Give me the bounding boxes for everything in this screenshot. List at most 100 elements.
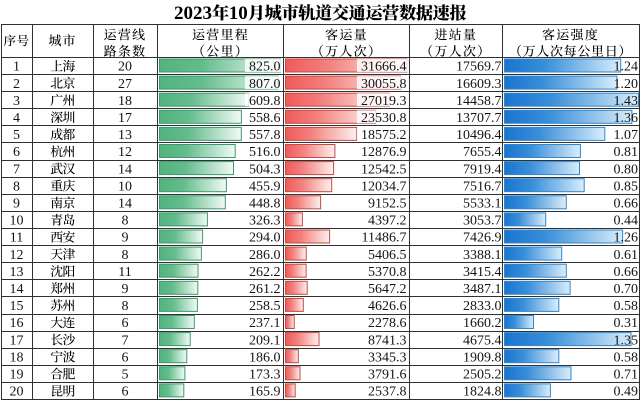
svg-text:5533.1: 5533.1 (463, 197, 502, 212)
svg-text:0.49: 0.49 (614, 385, 639, 400)
svg-text:12876.9: 12876.9 (361, 145, 407, 160)
svg-text:17: 17 (118, 111, 132, 126)
svg-text:27019.3: 27019.3 (361, 94, 407, 109)
svg-text:9: 9 (122, 231, 129, 246)
svg-text:558.6: 558.6 (249, 111, 281, 126)
svg-text:504.3: 504.3 (249, 162, 281, 177)
svg-text:8741.3: 8741.3 (368, 333, 407, 348)
svg-text:2833.0: 2833.0 (463, 299, 502, 314)
svg-text:0.58: 0.58 (614, 350, 639, 365)
svg-text:10496.4: 10496.4 (456, 128, 502, 143)
svg-text:807.0: 807.0 (249, 77, 281, 92)
svg-text:1.36: 1.36 (614, 111, 639, 126)
svg-text:3388.1: 3388.1 (463, 248, 502, 263)
svg-text:0.61: 0.61 (614, 248, 639, 263)
svg-text:19: 19 (10, 368, 24, 383)
svg-text:10: 10 (10, 214, 24, 229)
svg-text:2505.2: 2505.2 (463, 368, 502, 383)
svg-text:17: 17 (10, 333, 24, 348)
svg-text:4626.6: 4626.6 (368, 299, 407, 314)
svg-text:11486.7: 11486.7 (362, 231, 407, 246)
svg-text:5: 5 (13, 128, 20, 143)
svg-text:258.5: 258.5 (249, 299, 281, 314)
svg-text:0.58: 0.58 (614, 299, 639, 314)
svg-text:13707.7: 13707.7 (456, 111, 502, 126)
svg-text:13: 13 (10, 265, 24, 280)
svg-text:3415.4: 3415.4 (463, 265, 502, 280)
svg-text:286.0: 286.0 (249, 248, 281, 263)
svg-text:23530.8: 23530.8 (361, 111, 407, 126)
svg-text:18575.2: 18575.2 (361, 128, 407, 143)
svg-text:0.85: 0.85 (614, 179, 639, 194)
svg-text:1.24: 1.24 (614, 60, 639, 75)
svg-text:3791.6: 3791.6 (368, 368, 407, 383)
svg-text:8: 8 (122, 248, 129, 263)
svg-text:7516.7: 7516.7 (463, 179, 502, 194)
svg-text:0.31: 0.31 (614, 316, 639, 331)
svg-text:1.07: 1.07 (614, 128, 639, 143)
svg-text:1824.8: 1824.8 (463, 385, 502, 400)
svg-text:4397.2: 4397.2 (368, 214, 407, 229)
svg-text:2023: 2023 (174, 3, 212, 24)
svg-text:15: 15 (10, 299, 24, 314)
svg-text:8: 8 (13, 179, 20, 194)
svg-text:2278.6: 2278.6 (368, 316, 407, 331)
svg-text:237.1: 237.1 (249, 316, 281, 331)
svg-text:0.66: 0.66 (614, 197, 639, 212)
svg-text:294.0: 294.0 (249, 231, 281, 246)
svg-text:12034.7: 12034.7 (361, 179, 407, 194)
svg-text:1.26: 1.26 (614, 231, 639, 246)
svg-text:17569.7: 17569.7 (456, 60, 502, 75)
svg-text:7426.9: 7426.9 (463, 231, 502, 246)
svg-text:6: 6 (13, 145, 20, 160)
svg-text:0.70: 0.70 (614, 282, 639, 297)
svg-text:18: 18 (10, 350, 24, 365)
svg-text:173.3: 173.3 (249, 368, 281, 383)
svg-text:6: 6 (122, 350, 129, 365)
svg-text:3345.3: 3345.3 (368, 350, 407, 365)
svg-text:4675.4: 4675.4 (463, 333, 502, 348)
svg-text:31666.4: 31666.4 (361, 60, 407, 75)
svg-text:3: 3 (13, 94, 20, 109)
svg-text:2: 2 (13, 77, 20, 92)
svg-text:5370.8: 5370.8 (368, 265, 407, 280)
svg-text:7655.4: 7655.4 (463, 145, 502, 160)
svg-text:27: 27 (118, 77, 132, 92)
svg-text:557.8: 557.8 (249, 128, 281, 143)
svg-text:1660.2: 1660.2 (463, 316, 502, 331)
svg-text:16: 16 (10, 316, 24, 331)
svg-text:0.71: 0.71 (614, 368, 639, 383)
svg-text:165.9: 165.9 (249, 385, 281, 400)
svg-text:10: 10 (229, 3, 248, 24)
svg-text:18: 18 (118, 94, 132, 109)
svg-text:11: 11 (10, 231, 23, 246)
svg-text:30055.8: 30055.8 (361, 77, 407, 92)
svg-text:516.0: 516.0 (249, 145, 281, 160)
svg-text:9152.5: 9152.5 (368, 197, 407, 212)
svg-text:14458.7: 14458.7 (456, 94, 502, 109)
svg-text:9: 9 (13, 197, 20, 212)
svg-text:1: 1 (13, 60, 20, 75)
svg-text:1.35: 1.35 (614, 333, 639, 348)
svg-text:5647.2: 5647.2 (368, 282, 407, 297)
svg-text:3053.7: 3053.7 (463, 214, 502, 229)
svg-text:1.20: 1.20 (614, 77, 639, 92)
svg-text:455.9: 455.9 (249, 179, 281, 194)
svg-text:16609.3: 16609.3 (456, 77, 502, 92)
svg-text:14: 14 (118, 197, 132, 212)
svg-text:1.43: 1.43 (614, 94, 639, 109)
svg-text:448.8: 448.8 (249, 197, 281, 212)
svg-text:10: 10 (118, 179, 132, 194)
svg-text:7: 7 (122, 333, 129, 348)
svg-text:4: 4 (13, 111, 20, 126)
svg-text:326.3: 326.3 (249, 214, 281, 229)
svg-text:9: 9 (122, 282, 129, 297)
svg-text:5: 5 (122, 368, 129, 383)
svg-text:6: 6 (122, 385, 129, 400)
svg-text:12: 12 (10, 248, 24, 263)
svg-text:6: 6 (122, 316, 129, 331)
svg-text:12542.5: 12542.5 (361, 162, 407, 177)
svg-text:3487.1: 3487.1 (463, 282, 502, 297)
svg-text:8: 8 (122, 299, 129, 314)
svg-text:7: 7 (13, 162, 20, 177)
